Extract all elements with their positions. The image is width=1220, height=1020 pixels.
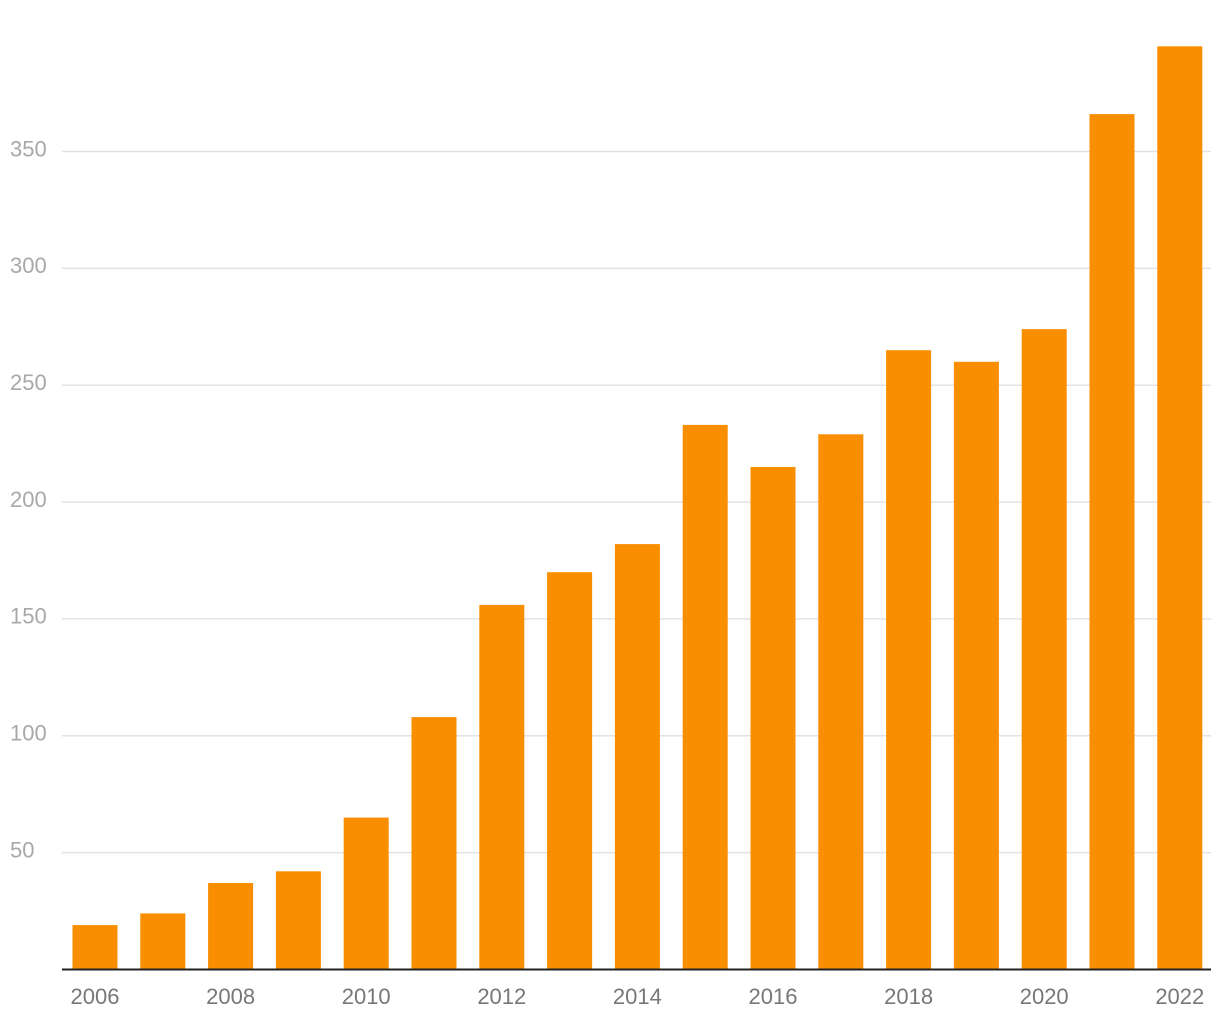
x-axis-ticks: 2006 2008 2010 2012 2014 2016 2018 2020 2022 [71,984,1205,1009]
bar-2014 [614,544,660,970]
bar-2010 [343,817,389,970]
bar-2020 [1021,329,1067,970]
bar-2009 [275,871,321,970]
bar-2007 [140,913,186,970]
bar-2017 [818,434,864,970]
bar-2018 [886,350,932,970]
bar-2015 [682,424,728,970]
x-tick-label: 2006 [71,984,120,1009]
bar-2006 [72,925,118,970]
bar-2013 [547,572,593,970]
x-tick-label: 2012 [477,984,526,1009]
y-tick-label: 250 [10,370,47,395]
y-axis-ticks: 50 100 150 200 250 300 350 [10,136,47,862]
bar-2021 [1089,114,1135,970]
bar-2011 [411,717,457,970]
bar-2012 [479,604,525,970]
x-tick-label: 2018 [884,984,933,1009]
x-tick-label: 2010 [342,984,391,1009]
x-tick-label: 2022 [1155,984,1204,1009]
bar-2016 [750,467,796,970]
bar-2022 [1157,46,1203,970]
x-tick-label: 2014 [613,984,662,1009]
y-tick-label: 100 [10,721,47,746]
x-tick-label: 2016 [749,984,798,1009]
x-tick-label: 2020 [1020,984,1069,1009]
x-tick-label: 2008 [206,984,255,1009]
y-tick-label: 300 [10,253,47,278]
y-tick-label: 50 [10,837,34,862]
bar-2019 [953,361,999,970]
bar-2008 [208,883,254,970]
y-tick-label: 200 [10,487,47,512]
y-tick-label: 150 [10,604,47,629]
bars [72,46,1203,970]
y-tick-label: 350 [10,136,47,161]
